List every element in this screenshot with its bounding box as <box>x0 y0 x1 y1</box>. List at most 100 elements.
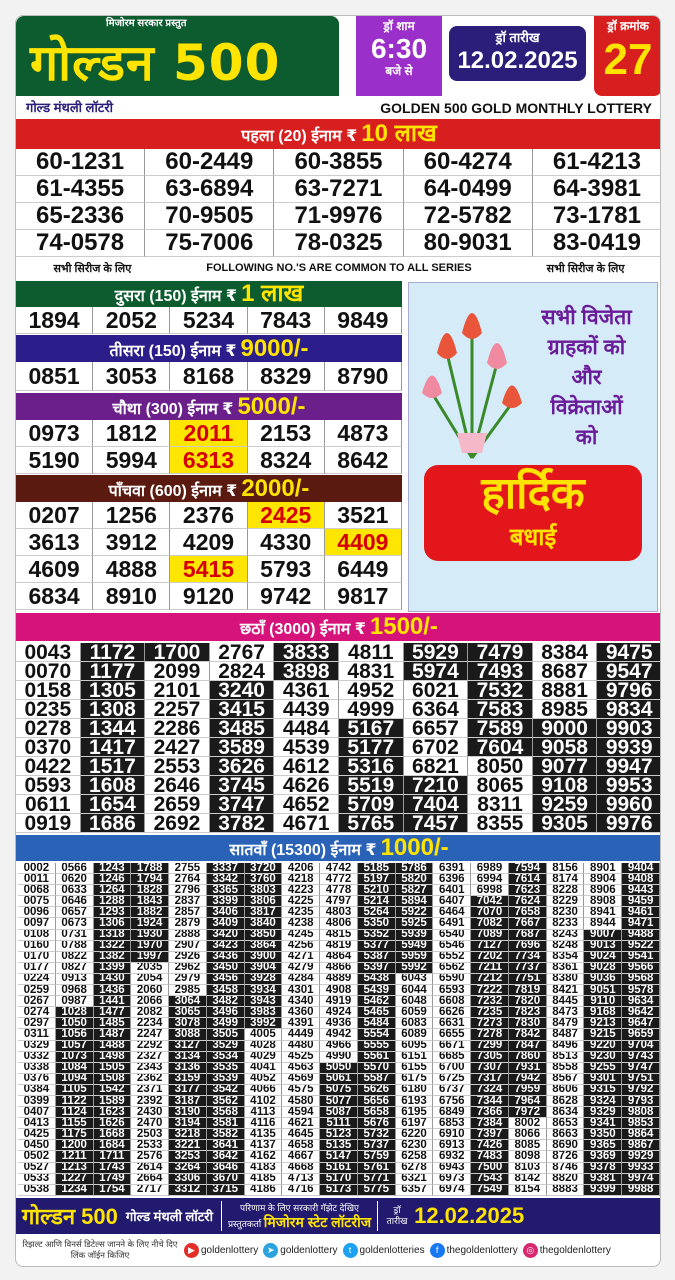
prize-number: 0267 <box>18 996 56 1008</box>
prize-number: 9024 <box>584 951 623 963</box>
prize-number: 7549 <box>471 1184 509 1196</box>
social-link[interactable]: f thegoldenlottery <box>429 1242 518 1258</box>
prize-number: 7307 <box>471 1062 509 1074</box>
prize-number: 3423 <box>206 940 245 952</box>
prize-number: 3127 <box>169 1040 207 1052</box>
prize-number: 5135 <box>320 1140 358 1152</box>
prize-number: 9220 <box>584 1040 623 1052</box>
prize-number: 3177 <box>169 1084 207 1096</box>
prize-number: 5439 <box>357 985 396 997</box>
prize-number: 0425 <box>18 1129 56 1141</box>
prize-number: 0160 <box>18 940 56 952</box>
prize-amount: 1 लाख <box>241 280 304 307</box>
social-link[interactable]: ➤ goldenlottery <box>263 1242 338 1258</box>
prize-number: 4102 <box>244 1095 283 1108</box>
prize-number: 7734 <box>508 951 547 963</box>
prize-number: 9864 <box>622 1129 660 1141</box>
prize-number: 9255 <box>584 1062 623 1074</box>
prize-number: 4999 <box>338 700 404 719</box>
prize-number: 4539 <box>274 738 339 757</box>
prize-number: 2962 <box>169 962 207 974</box>
tulip-bouquet-icon <box>422 313 522 459</box>
prize-amount: 10 लाख <box>361 120 437 147</box>
prize-number: 74-0578 <box>16 230 146 257</box>
prize-number: 7457 <box>403 814 469 833</box>
prize-number: 5570 <box>357 1062 396 1074</box>
prize-number: 4594 <box>282 1107 321 1119</box>
prize-number: 1084 <box>55 1062 94 1074</box>
prize-number: 1288 <box>93 896 132 908</box>
prize-number: 1505 <box>93 1062 132 1074</box>
prize-number: 3626 <box>209 757 275 776</box>
prize-number: 9461 <box>622 907 660 919</box>
prize-number: 1028 <box>55 1007 94 1019</box>
prize-number: 1754 <box>93 1184 132 1196</box>
seventh-prize-header: सातवाँ (15300) ईनाम ₹1000/- <box>16 835 660 861</box>
prize-number: 3715 <box>206 1184 245 1196</box>
prize-number: 7847 <box>508 1040 547 1052</box>
prize-number: 5167 <box>338 719 404 738</box>
prize-number: 7212 <box>471 973 509 986</box>
prize-number: 5190 <box>16 447 94 474</box>
prize-number: 6193 <box>395 1095 434 1108</box>
prize-number: 7860 <box>508 1051 547 1063</box>
prize-number: 8233 <box>546 918 585 930</box>
prize-number: 2099 <box>145 662 210 681</box>
social-link[interactable]: ▶ goldenlottery <box>184 1242 258 1258</box>
prize-number: 7532 <box>468 681 533 700</box>
prize-number: 9808 <box>622 1107 660 1119</box>
prize-number: 3992 <box>244 1018 283 1030</box>
prize-number: 2824 <box>209 662 275 681</box>
prize-number: 5185 <box>357 863 396 875</box>
sixth-prize-grid: 0043 0070 0158 0235 0278 0370 0422 0593 0611 0919… <box>16 643 660 833</box>
prize-number: 0070 <box>16 662 81 681</box>
prize-number: 3928 <box>244 973 283 986</box>
prize-number: 6737 <box>433 1084 472 1096</box>
social-link[interactable]: ◎ thegoldenlottery <box>522 1242 611 1258</box>
prize-number: 1441 <box>93 996 132 1008</box>
prize-number: 7942 <box>508 1073 547 1085</box>
draw-number-block: ड्रॉ क्रमांक 27 <box>594 16 660 96</box>
prize-number: 0450 <box>18 1140 56 1152</box>
prize-number: 4889 <box>320 973 358 986</box>
social-handle: goldenlotteries <box>359 1244 425 1256</box>
prize-number: 7210 <box>403 776 469 795</box>
prize-number: 0108 <box>18 929 56 941</box>
draw-date-label: ड्रॉ तारीख <box>495 30 540 45</box>
prize-number: 4919 <box>320 996 358 1008</box>
prize-number: 6021 <box>403 681 469 700</box>
prize-number: 9566 <box>622 962 660 974</box>
prize-number: 0657 <box>55 907 94 919</box>
prize-number: 4652 <box>274 795 339 814</box>
prize-number: 3817 <box>244 907 283 919</box>
prize-number: 3782 <box>209 814 275 833</box>
prize-number: 4713 <box>282 1173 321 1185</box>
prize-number: 5061 <box>320 1073 358 1085</box>
prize-number: 0311 <box>18 1029 56 1041</box>
prize-number: 1322 <box>93 940 132 952</box>
prize-number: 2327 <box>131 1051 170 1063</box>
prize-number: 2503 <box>131 1129 170 1141</box>
prize-number: 6230 <box>395 1140 434 1152</box>
prize-number: 5087 <box>320 1107 358 1119</box>
prize-number: 3159 <box>169 1073 207 1085</box>
prize-number: 4223 <box>282 885 321 897</box>
prize-number: 9365 <box>584 1140 623 1152</box>
social-handle: thegoldenlottery <box>539 1244 611 1256</box>
prize-number: 8901 <box>584 863 623 875</box>
common-series-note: सभी सिरीज के लिए FOLLOWING NO.'S ARE COM… <box>16 258 660 278</box>
prize-number: 8311 <box>468 795 533 814</box>
prize-number: 6853 <box>433 1118 472 1130</box>
prize-number: 4575 <box>282 1084 321 1096</box>
prize-number: 7366 <box>471 1107 509 1119</box>
prize-number: 3912 <box>93 529 171 556</box>
prize-number: 7082 <box>471 918 509 930</box>
prize-number: 4186 <box>244 1184 283 1196</box>
prize-number: 7820 <box>508 996 547 1008</box>
social-link[interactable]: t goldenlotteries <box>342 1242 425 1258</box>
prize-number: 1882 <box>131 907 170 919</box>
prize-number: 7127 <box>471 940 509 952</box>
prize-number: 2035 <box>131 962 170 974</box>
prize-number: 5519 <box>338 776 404 795</box>
prize-number: 0827 <box>55 962 94 974</box>
